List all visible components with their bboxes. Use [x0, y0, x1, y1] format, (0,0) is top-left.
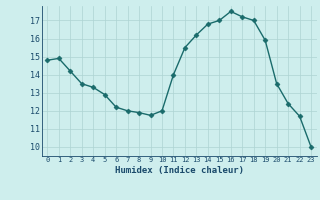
X-axis label: Humidex (Indice chaleur): Humidex (Indice chaleur) — [115, 166, 244, 175]
